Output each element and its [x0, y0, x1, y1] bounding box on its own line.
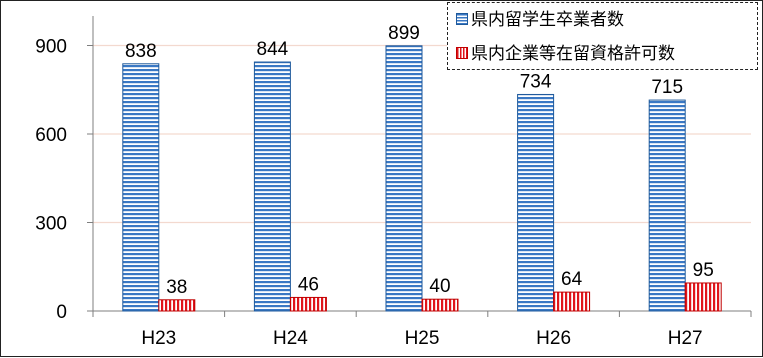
bar-permits-H25 [422, 299, 458, 311]
legend-label-graduates: 県内留学生卒業者数 [471, 10, 624, 30]
bar-permits-H24 [290, 297, 326, 311]
legend: 県内留学生卒業者数 県内企業等在留資格許可数 [447, 2, 758, 70]
data-label-permits-H23: 38 [166, 277, 187, 298]
y-tick-label-900: 900 [35, 37, 67, 58]
bar-graduates-H26 [518, 94, 554, 311]
bars [123, 46, 721, 311]
x-tick-label-H25: H25 [405, 328, 440, 349]
data-label-graduates-H23: 838 [125, 41, 157, 62]
data-label-permits-H26: 64 [561, 269, 583, 290]
legend-swatch-red [456, 47, 468, 59]
bar-permits-H23 [159, 300, 195, 311]
legend-label-permits: 県内企業等在留資格許可数 [471, 44, 675, 64]
data-label-graduates-H25: 899 [388, 23, 420, 44]
bar-graduates-H24 [254, 62, 290, 311]
data-label-graduates-H24: 844 [257, 39, 289, 60]
y-tick-label-0: 0 [56, 302, 67, 323]
bar-graduates-H27 [649, 100, 685, 311]
x-tick-label-H26: H26 [536, 328, 571, 349]
data-label-permits-H25: 40 [429, 276, 450, 297]
x-tick-label-H24: H24 [273, 328, 308, 349]
bar-graduates-H23 [123, 64, 159, 311]
x-tick-label-H23: H23 [141, 328, 176, 349]
bar-graduates-H25 [386, 46, 422, 311]
data-label-graduates-H26: 734 [520, 71, 552, 92]
bar-permits-H27 [685, 283, 721, 311]
data-label-permits-H24: 46 [298, 274, 319, 295]
bar-permits-H26 [554, 292, 590, 311]
y-tick-label-300: 300 [35, 214, 67, 235]
data-label-graduates-H27: 715 [651, 77, 683, 98]
data-label-permits-H27: 95 [693, 260, 714, 281]
y-tick-label-600: 600 [35, 125, 67, 146]
x-tick-label-H27: H27 [668, 328, 703, 349]
legend-swatch-blue [456, 13, 468, 25]
legend-item-graduates: 県内留学生卒業者数 [456, 9, 624, 31]
legend-item-permits: 県内企業等在留資格許可数 [456, 43, 675, 65]
